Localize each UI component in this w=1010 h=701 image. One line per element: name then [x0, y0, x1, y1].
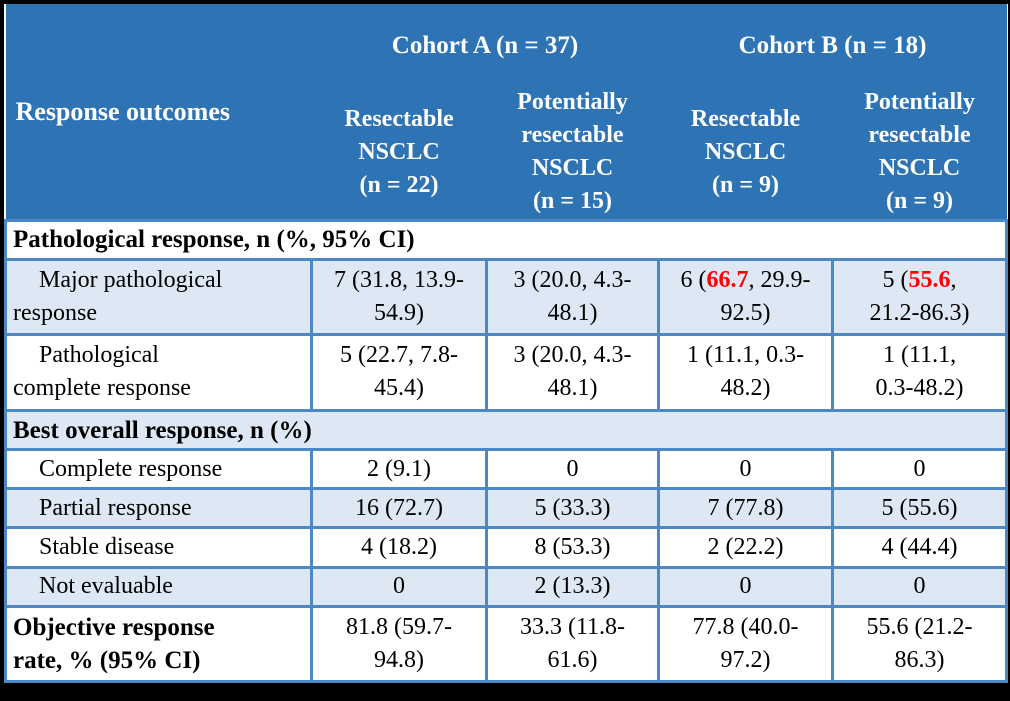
- cell-cr-resectable-a: 2 (9.1): [310, 448, 488, 491]
- column-header-row: Resectable NSCLC (n = 22) Potentially re…: [6, 86, 1007, 220]
- highlighted-value: 66.7: [706, 266, 749, 293]
- cell-orr-potentially-b: 55.6 (21.2- 86.3): [831, 604, 1009, 684]
- cell-cr-resectable-b: 0: [657, 448, 835, 491]
- section-header-row-best-overall: Best overall response, n (%): [3, 408, 1009, 452]
- cell-text: 6 (: [680, 266, 707, 293]
- cohort-a-header: Cohort A (n = 37): [311, 4, 659, 86]
- cell-orr-resectable-b: 77.8 (40.0- 97.2): [657, 604, 835, 684]
- cell-cr-potentially-a: 0: [484, 448, 661, 491]
- cell-pr-resectable-a: 16 (72.7): [310, 487, 488, 530]
- table-row-objective-response-rate: Objective response rate, % (95% CI) 81.8…: [4, 604, 1009, 684]
- cell-ne-resectable-a: 0: [310, 565, 488, 608]
- section-header-row-pathological: Pathological response, n (%, 95% CI): [3, 218, 1009, 261]
- section-title-pathological-response: Pathological response, n (%, 95% CI): [3, 218, 1009, 261]
- cell-major-resectable-b: 6 (66.7, 29.9- 92.5): [657, 257, 835, 336]
- row-label-not-evaluable: Not evaluable: [4, 565, 313, 608]
- cell-ne-resectable-b: 0: [657, 565, 835, 608]
- cell-orr-resectable-a: 81.8 (59.7- 94.8): [310, 604, 488, 684]
- cell-cr-potentially-b: 0: [831, 448, 1009, 491]
- cell-pr-potentially-a: 5 (33.3): [484, 487, 661, 530]
- row-label-stable-disease: Stable disease: [4, 526, 313, 569]
- cell-ne-potentially-a: 2 (13.3): [484, 565, 661, 608]
- col-header-resectable-a: Resectable NSCLC (n = 22): [311, 86, 487, 220]
- table-row-not-evaluable: Not evaluable 0 2 (13.3) 0 0: [4, 565, 1009, 608]
- col-header-resectable-b: Resectable NSCLC (n = 9): [658, 86, 833, 220]
- cell-text: , 29.9- 92.5): [720, 266, 811, 326]
- cell-pcr-resectable-b: 1 (11.1, 0.3- 48.2): [657, 332, 835, 412]
- cell-sd-resectable-a: 4 (18.2): [310, 526, 488, 569]
- table-row-complete-response: Complete response 2 (9.1) 0 0 0: [4, 448, 1009, 491]
- section-title-best-overall-response: Best overall response, n (%): [3, 408, 1009, 452]
- table-row-pathological-complete-response: Pathological complete response 5 (22.7, …: [4, 332, 1009, 412]
- cell-sd-potentially-a: 8 (53.3): [484, 526, 661, 569]
- table-row-stable-disease: Stable disease 4 (18.2) 8 (53.3) 2 (22.2…: [4, 526, 1009, 569]
- cell-orr-potentially-a: 33.3 (11.8- 61.6): [484, 604, 661, 684]
- cell-sd-potentially-b: 4 (44.4): [831, 526, 1009, 569]
- cell-major-potentially-b: 5 (55.6, 21.2-86.3): [831, 257, 1009, 336]
- cell-pr-potentially-b: 5 (55.6): [831, 487, 1009, 530]
- cohort-header-row: Response outcomes Cohort A (n = 37) Coho…: [5, 4, 1007, 220]
- response-outcomes-table: Response outcomes Cohort A (n = 37) Coho…: [3, 4, 1009, 684]
- row-label-partial-response: Partial response: [4, 487, 313, 530]
- col-header-potentially-resectable-a: Potentially resectable NSCLC (n = 15): [486, 86, 659, 220]
- cell-pcr-potentially-a: 3 (20.0, 4.3- 48.1): [484, 332, 661, 412]
- table-row-partial-response: Partial response 16 (72.7) 5 (33.3) 7 (7…: [4, 487, 1009, 530]
- cell-ne-potentially-b: 0: [831, 565, 1009, 608]
- cell-major-potentially-a: 3 (20.0, 4.3- 48.1): [484, 257, 661, 336]
- row-label-major-pathological-response: Major pathological response: [4, 257, 313, 336]
- row-label-pathological-complete-response: Pathological complete response: [4, 332, 313, 412]
- cell-pcr-resectable-a: 5 (22.7, 7.8- 45.4): [310, 332, 488, 412]
- row-label-complete-response: Complete response: [4, 448, 313, 491]
- cell-pcr-potentially-b: 1 (11.1, 0.3-48.2): [831, 332, 1009, 412]
- cell-text: 5 (: [882, 266, 909, 293]
- highlighted-value: 55.6: [908, 266, 951, 293]
- table-row-major-pathological-response: Major pathological response 7 (31.8, 13.…: [4, 257, 1009, 336]
- cell-major-resectable-a: 7 (31.8, 13.9- 54.9): [310, 257, 488, 336]
- cell-text: , 21.2-86.3): [869, 266, 970, 326]
- row-label-objective-response-rate: Objective response rate, % (95% CI): [4, 604, 313, 684]
- cell-sd-resectable-b: 2 (22.2): [657, 526, 835, 569]
- cohort-b-header: Cohort B (n = 18): [658, 4, 1007, 86]
- col-header-potentially-resectable-b: Potentially resectable NSCLC (n = 9): [832, 86, 1007, 220]
- cell-pr-resectable-b: 7 (77.8): [657, 487, 835, 530]
- corner-header-response-outcomes: Response outcomes: [5, 4, 312, 220]
